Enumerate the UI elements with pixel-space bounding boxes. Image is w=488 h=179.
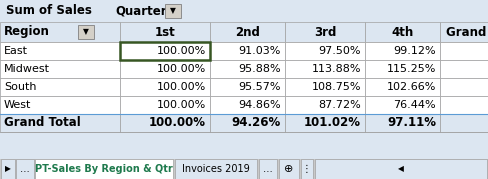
Text: …: … xyxy=(263,164,273,174)
Text: ◀: ◀ xyxy=(398,165,404,173)
Bar xyxy=(285,60,365,78)
Text: 100.00%: 100.00% xyxy=(149,117,206,129)
Bar xyxy=(210,60,285,78)
Bar xyxy=(285,22,365,42)
Text: ▶: ▶ xyxy=(5,165,11,173)
Bar xyxy=(285,78,365,96)
Bar xyxy=(301,159,313,179)
Text: 95.57%: 95.57% xyxy=(239,82,281,92)
Bar xyxy=(365,42,440,60)
Bar xyxy=(0,42,120,60)
Bar xyxy=(279,159,299,179)
Bar xyxy=(440,96,488,114)
Text: 100.00%: 100.00% xyxy=(157,46,206,56)
Text: South: South xyxy=(4,82,37,92)
Bar xyxy=(315,159,487,179)
Text: Midwest: Midwest xyxy=(4,64,50,74)
Text: 94.86%: 94.86% xyxy=(238,100,281,110)
Text: 100.00%: 100.00% xyxy=(157,64,206,74)
Bar xyxy=(78,25,94,39)
Text: PT-Sales By Region & Qtr: PT-Sales By Region & Qtr xyxy=(35,164,173,174)
Bar xyxy=(0,22,120,42)
Text: 87.72%: 87.72% xyxy=(318,100,361,110)
Text: 2nd: 2nd xyxy=(235,25,260,38)
Bar xyxy=(365,60,440,78)
Text: 108.75%: 108.75% xyxy=(311,82,361,92)
Bar xyxy=(210,22,285,42)
Text: 3rd: 3rd xyxy=(314,25,336,38)
Bar xyxy=(210,96,285,114)
Text: 102.66%: 102.66% xyxy=(386,82,436,92)
Bar xyxy=(365,78,440,96)
Text: 100.00%: 100.00% xyxy=(157,100,206,110)
Bar xyxy=(210,78,285,96)
Bar xyxy=(0,78,120,96)
Text: 95.88%: 95.88% xyxy=(238,64,281,74)
Bar xyxy=(440,42,488,60)
Bar xyxy=(120,78,210,96)
Bar xyxy=(285,96,365,114)
Text: East: East xyxy=(4,46,28,56)
Bar xyxy=(440,60,488,78)
Bar xyxy=(35,159,173,179)
Bar xyxy=(365,22,440,42)
Bar xyxy=(365,96,440,114)
Text: 97.11%: 97.11% xyxy=(387,117,436,129)
Bar xyxy=(285,42,365,60)
Bar xyxy=(0,60,120,78)
Bar xyxy=(210,42,285,60)
Text: Grand Total: Grand Total xyxy=(446,25,488,38)
Text: 97.50%: 97.50% xyxy=(319,46,361,56)
Bar xyxy=(285,114,365,132)
Text: 76.44%: 76.44% xyxy=(393,100,436,110)
Bar xyxy=(120,96,210,114)
Bar xyxy=(365,114,440,132)
Bar xyxy=(0,159,488,179)
Text: Invoices 2019: Invoices 2019 xyxy=(182,164,250,174)
Bar xyxy=(0,0,488,22)
Bar xyxy=(175,159,257,179)
Text: Region: Region xyxy=(4,25,50,38)
Text: 113.88%: 113.88% xyxy=(311,64,361,74)
Text: West: West xyxy=(4,100,31,110)
Bar xyxy=(165,4,181,18)
Bar xyxy=(440,78,488,96)
Bar xyxy=(440,114,488,132)
Bar xyxy=(259,159,277,179)
Text: …: … xyxy=(20,164,30,174)
Bar xyxy=(120,60,210,78)
Text: Sum of Sales: Sum of Sales xyxy=(6,4,92,18)
Text: ▼: ▼ xyxy=(83,28,89,37)
Text: 100.00%: 100.00% xyxy=(157,82,206,92)
Text: Grand Total: Grand Total xyxy=(4,117,81,129)
Bar xyxy=(120,42,210,60)
Bar xyxy=(120,114,210,132)
Text: 115.25%: 115.25% xyxy=(386,64,436,74)
Bar xyxy=(0,96,120,114)
Text: 94.26%: 94.26% xyxy=(232,117,281,129)
Bar xyxy=(440,22,488,42)
Text: ⋮: ⋮ xyxy=(302,164,312,174)
Bar xyxy=(210,114,285,132)
Text: Quarter: Quarter xyxy=(115,4,166,18)
Bar xyxy=(120,22,210,42)
Text: 101.02%: 101.02% xyxy=(304,117,361,129)
Text: ⊕: ⊕ xyxy=(285,164,294,174)
Bar xyxy=(1,159,15,179)
Text: 1st: 1st xyxy=(155,25,175,38)
Text: 91.03%: 91.03% xyxy=(239,46,281,56)
Text: ▼: ▼ xyxy=(170,6,176,16)
Bar xyxy=(16,159,34,179)
Text: 4th: 4th xyxy=(391,25,414,38)
Text: 99.12%: 99.12% xyxy=(393,46,436,56)
Bar xyxy=(0,114,120,132)
